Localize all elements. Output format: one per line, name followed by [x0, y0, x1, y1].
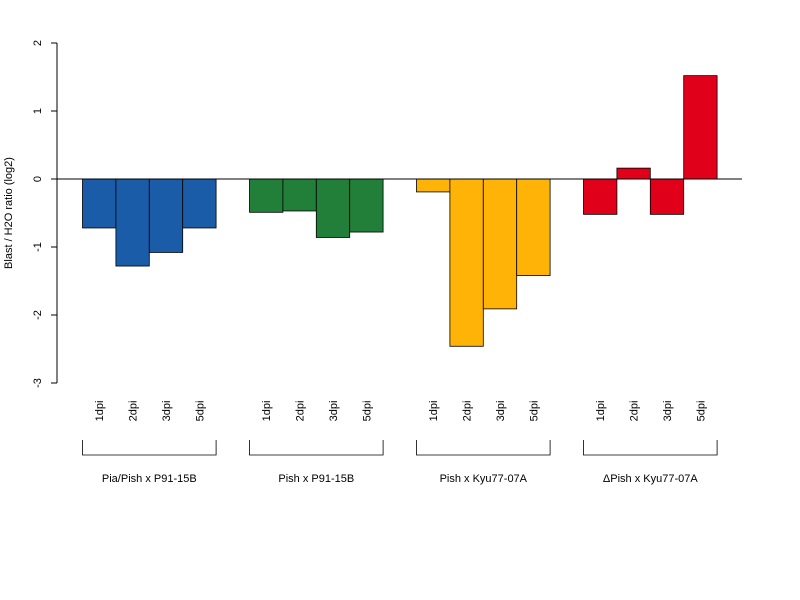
bar-label: 2dpi	[295, 401, 307, 422]
y-tick-label: -3	[32, 378, 44, 388]
group-brackets: Pia/Pish x P91-15B Pish x P91-15B Pish x K…	[82, 440, 718, 485]
bar	[449, 178, 484, 347]
bar	[115, 178, 150, 267]
bar-label: 1dpi	[94, 401, 106, 422]
group-label: Pish x Kyu77-07A	[440, 473, 528, 485]
bar-label: 1dpi	[595, 401, 607, 422]
group-label: Pia/Pish x P91-15B	[102, 473, 197, 485]
y-tick-label: 2	[32, 40, 44, 46]
bar	[82, 178, 117, 229]
group-bracket	[583, 440, 718, 456]
bar	[282, 178, 317, 212]
bar-label: 5dpi	[194, 401, 206, 422]
bar-label: 2dpi	[629, 401, 641, 422]
bar	[249, 178, 284, 213]
bar	[315, 178, 351, 238]
bar-label: 2dpi	[128, 401, 140, 422]
bar-label: 5dpi	[528, 401, 540, 422]
group-label: ΔPish x Kyu77-07A	[603, 473, 698, 485]
y-tick-label: 0	[32, 176, 44, 182]
bar-label: 3dpi	[328, 401, 340, 422]
bar-tick-labels: 1dpi 2dpi 3dpi 5dpi 1dpi 2dpi 3dpi 5dpi 1dpi 2dpi…	[94, 401, 707, 422]
bar	[649, 178, 685, 215]
group-bracket	[249, 440, 384, 456]
bar-label: 1dpi	[261, 401, 273, 422]
bar	[583, 178, 618, 215]
bar-series	[82, 75, 718, 347]
y-axis-label: Blast / H2O ratio (log2)	[3, 157, 15, 269]
bar-label: 3dpi	[161, 401, 173, 422]
bar	[182, 178, 217, 229]
bar	[416, 178, 451, 193]
bar-label: 5dpi	[361, 401, 373, 422]
group-bracket	[416, 440, 551, 456]
bar-label: 2dpi	[462, 401, 474, 422]
bar	[148, 178, 184, 253]
bar-label: 3dpi	[662, 401, 674, 422]
y-tick-label: 1	[32, 108, 44, 114]
bar	[683, 75, 718, 180]
bar-label: 1dpi	[428, 401, 440, 422]
bar	[349, 178, 384, 233]
y-axis: -3 -2 -1 0 1 2	[32, 40, 58, 388]
bar	[616, 167, 651, 180]
y-tick-label: -2	[32, 310, 44, 320]
bar	[516, 178, 551, 276]
group-label: Pish x P91-15B	[278, 473, 354, 485]
group-bracket	[82, 440, 217, 456]
bar-label: 3dpi	[495, 401, 507, 422]
bar	[482, 178, 518, 310]
y-tick-label: -1	[32, 242, 44, 252]
bar-label: 5dpi	[695, 401, 707, 422]
